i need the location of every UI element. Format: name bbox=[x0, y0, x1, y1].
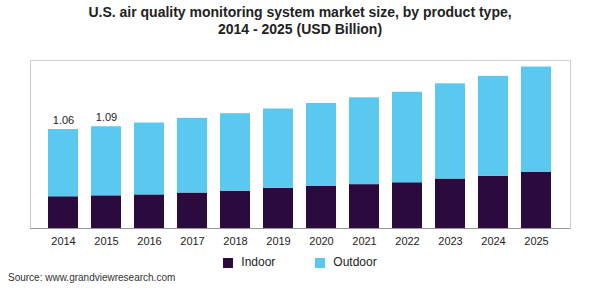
html-text:Indoor: Indoor bbox=[241, 255, 276, 269]
svg-text:2025: 2025 bbox=[524, 235, 548, 247]
svg-text:2022: 2022 bbox=[395, 235, 419, 247]
html-text:Outdoor: Outdoor bbox=[333, 255, 377, 269]
svg-text:2023: 2023 bbox=[438, 235, 462, 247]
svg-text:2020: 2020 bbox=[309, 235, 333, 247]
svg-text:1.06: 1.06 bbox=[53, 114, 74, 126]
html-text:2014 - 2025 (USD Billion): 2014 - 2025 (USD Billion) bbox=[217, 21, 383, 37]
svg-text:1.09: 1.09 bbox=[96, 111, 117, 123]
svg-text:2019: 2019 bbox=[266, 235, 290, 247]
html-text:U.S. air quality monitoring sy: U.S. air quality monitoring system marke… bbox=[88, 4, 512, 20]
html-text:Source: www.grandviewresearch.: Source: www.grandviewresearch.com bbox=[8, 272, 176, 283]
svg-text:2016: 2016 bbox=[137, 235, 161, 247]
svg-text:2017: 2017 bbox=[180, 235, 204, 247]
svg-text:2024: 2024 bbox=[481, 235, 505, 247]
svg-text:2014: 2014 bbox=[51, 235, 75, 247]
svg-text:2021: 2021 bbox=[352, 235, 376, 247]
svg-text:2015: 2015 bbox=[94, 235, 118, 247]
svg-text:2018: 2018 bbox=[223, 235, 247, 247]
